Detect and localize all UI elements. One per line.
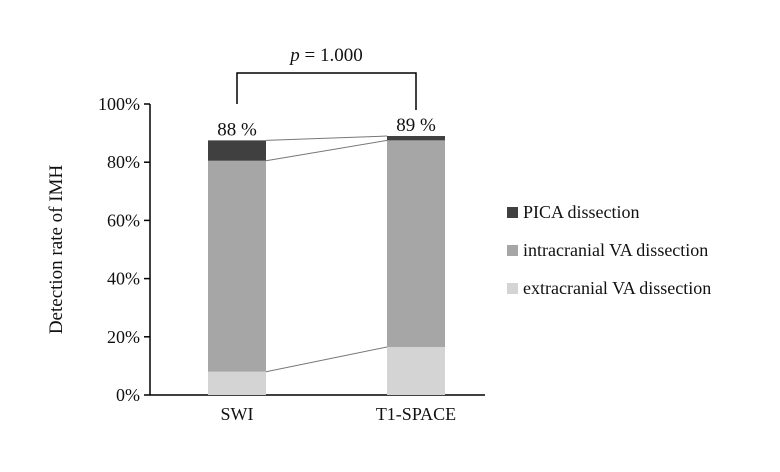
bar-segment <box>387 140 445 347</box>
p-value-label: p = 1.000 <box>288 45 362 66</box>
legend-swatch <box>507 283 518 294</box>
connector-line <box>265 135 388 141</box>
category-labels: SWI T1-SPACE <box>221 404 457 424</box>
legend-swatch <box>507 207 518 218</box>
bar-segment <box>208 371 266 395</box>
bar-segment <box>387 136 445 141</box>
y-tick-label: 60% <box>107 210 140 230</box>
y-ticks: 0% 20% 40% 60% 80% 100% <box>98 94 150 405</box>
bar-segment <box>208 140 266 161</box>
legend-label: extracranial VA dissection <box>523 278 711 298</box>
connector-lines <box>265 135 388 373</box>
axes: 0% 20% 40% 60% 80% 100% <box>98 94 485 405</box>
connector-line <box>265 139 388 162</box>
bar-total-label: 88 % <box>217 119 257 140</box>
legend-label: PICA dissection <box>523 202 640 222</box>
y-axis-label: Detection rate of IMH <box>46 165 67 335</box>
legend-label: intracranial VA dissection <box>523 240 708 260</box>
bar-segment <box>208 160 266 372</box>
bars <box>208 136 445 395</box>
category-label: SWI <box>221 404 254 424</box>
y-tick-label: 0% <box>116 385 140 405</box>
legend-swatch <box>507 245 518 256</box>
bar-totals: 88 % 89 % <box>217 115 436 140</box>
p-symbol: p <box>288 45 300 66</box>
category-label: T1-SPACE <box>376 404 456 424</box>
legend: PICA dissection intracranial VA dissectio… <box>507 202 711 298</box>
bar-total-label: 89 % <box>396 115 436 136</box>
y-tick-label: 20% <box>107 327 140 347</box>
bar-segment <box>387 346 445 395</box>
significance-bracket: p = 1.000 <box>236 45 417 110</box>
connector-line <box>265 346 388 373</box>
p-value-text: = 1.000 <box>300 45 363 66</box>
y-tick-label: 40% <box>107 269 140 289</box>
y-tick-label: 100% <box>98 94 140 114</box>
bracket-line <box>236 72 417 110</box>
y-tick-label: 80% <box>107 152 140 172</box>
